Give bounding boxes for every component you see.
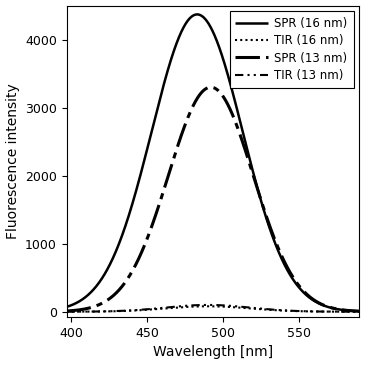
TIR (16 nm) (178, 305, 182, 310)
TIR (13 nm) (61, 310, 66, 314)
TIR (16 nm) (61, 310, 66, 314)
TIR (13 nm) (114, 309, 119, 313)
TIR (16 nm) (359, 310, 363, 314)
SPR (16 nm) (191, 14, 195, 18)
TIR (13 nm) (191, 303, 195, 307)
SPR (16 nm) (326, 305, 331, 309)
SPR (13 nm) (326, 305, 331, 309)
SPR (13 nm) (191, 104, 195, 108)
SPR (13 nm) (61, 309, 66, 314)
TIR (16 nm) (96, 310, 100, 314)
SPR (13 nm) (209, 85, 213, 89)
SPR (13 nm) (96, 303, 100, 307)
SPR (13 nm) (178, 137, 182, 141)
TIR (16 nm) (205, 304, 210, 308)
TIR (13 nm) (178, 304, 182, 308)
SPR (16 nm) (195, 12, 199, 16)
SPR (16 nm) (96, 281, 100, 286)
Line: TIR (16 nm): TIR (16 nm) (64, 306, 365, 312)
TIR (13 nm) (96, 309, 100, 314)
Line: TIR (13 nm): TIR (13 nm) (64, 305, 365, 312)
SPR (13 nm) (114, 291, 119, 295)
TIR (13 nm) (326, 310, 331, 314)
TIR (13 nm) (205, 303, 210, 307)
TIR (13 nm) (359, 310, 363, 314)
X-axis label: Wavelength [nm]: Wavelength [nm] (153, 345, 273, 360)
SPR (16 nm) (61, 306, 66, 310)
Y-axis label: Fluorescence intensity: Fluorescence intensity (5, 84, 20, 239)
TIR (16 nm) (191, 304, 195, 309)
Line: SPR (13 nm): SPR (13 nm) (64, 87, 365, 311)
SPR (13 nm) (359, 309, 363, 314)
Legend: SPR (16 nm), TIR (16 nm), SPR (13 nm), TIR (13 nm): SPR (16 nm), TIR (16 nm), SPR (13 nm), T… (230, 11, 354, 88)
SPR (16 nm) (114, 248, 119, 253)
SPR (16 nm) (359, 309, 363, 314)
Line: SPR (16 nm): SPR (16 nm) (64, 14, 365, 311)
TIR (16 nm) (326, 310, 331, 314)
SPR (16 nm) (178, 32, 182, 37)
TIR (16 nm) (114, 309, 119, 314)
